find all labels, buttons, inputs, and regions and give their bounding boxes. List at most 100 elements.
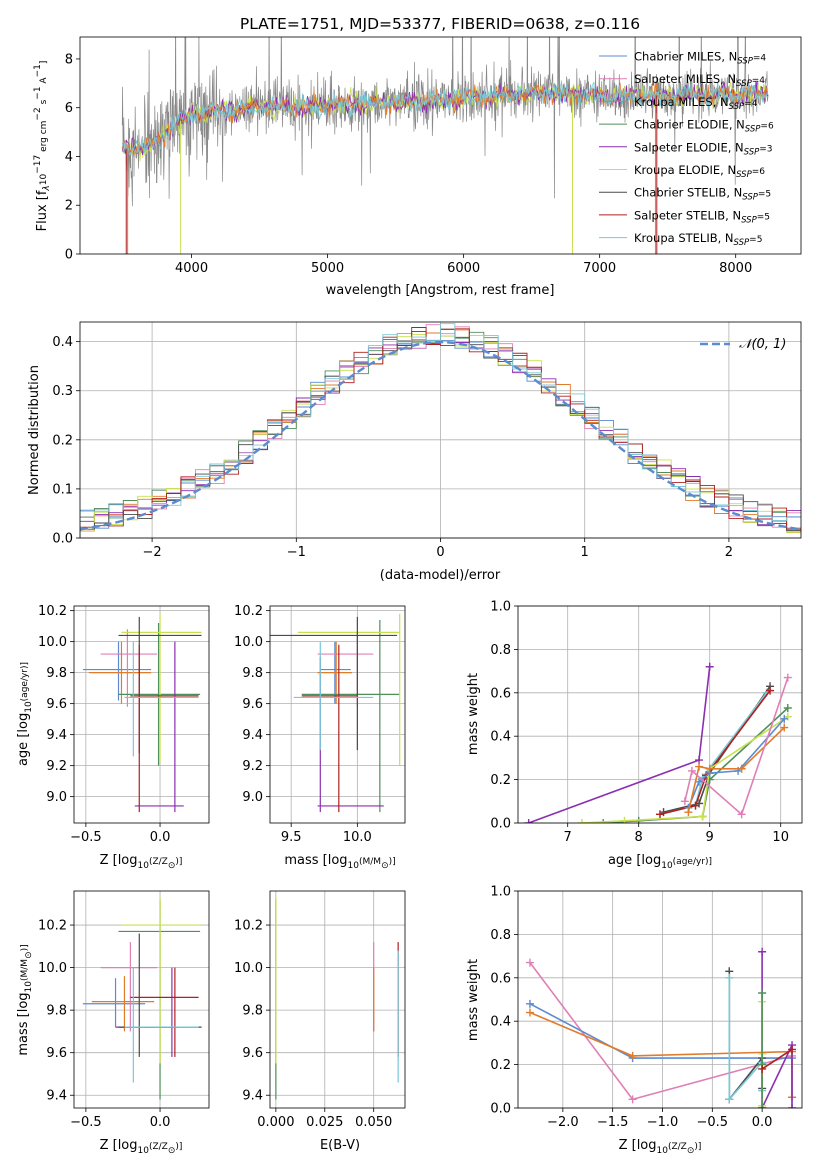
x-tick-label: −1.5 — [597, 1115, 629, 1130]
x-tick-label: 1 — [581, 545, 589, 560]
weight-marker-salpeter_miles — [687, 766, 696, 775]
label-part: SSP — [729, 102, 745, 112]
weight-marker-chabrier_elodie — [599, 819, 608, 823]
weight-marker-salpeter_elodie — [788, 1104, 797, 1108]
label-part: ] — [39, 61, 49, 65]
weight-marker-salpeter_miles — [783, 673, 792, 682]
label-part: 10 — [24, 701, 34, 713]
weight-line-salpeter_elodie — [528, 666, 711, 823]
y-tick-label: 9.8 — [242, 1004, 263, 1019]
label-part: (Z/Z — [149, 857, 168, 867]
label-part: SSP — [736, 170, 752, 180]
y-tick-label: 9.4 — [242, 1089, 263, 1104]
weight-marker-salpeter_stelib — [788, 1045, 797, 1054]
axes-frame — [517, 605, 803, 824]
y-tick-label: 10.0 — [38, 961, 67, 976]
label-part: Z [log — [100, 853, 138, 868]
y-tick-label: 9.6 — [46, 697, 67, 712]
label-part: )] — [175, 857, 182, 867]
x-tick-label: 0.0 — [150, 1115, 171, 1130]
weight-marker-kroupa_stelib — [725, 973, 734, 982]
label-part: Salpeter STELIB, N — [634, 208, 741, 222]
weight-line-kroupa_stelib — [728, 977, 763, 1102]
label-part: =5 — [758, 190, 771, 200]
label-part: Z [log — [100, 1138, 138, 1153]
y-tick-label: 4 — [65, 150, 73, 165]
label-part: Chabrier ELODIE, N — [634, 118, 745, 132]
panel-age_vs_mass: 9.5 10.0 9.0 9.2 9.4 9.6 9.8 10.0 10.2 mass [log1… — [234, 604, 406, 871]
weight-marker-salpeter_stelib — [766, 686, 775, 695]
x-tick-label: 9 — [706, 830, 714, 845]
label-part: )] — [175, 1142, 182, 1152]
x-tick-label: 8 — [635, 830, 643, 845]
axes-frame — [517, 890, 803, 1109]
legend-entry: Kroupa MILES, NSSP=4 — [634, 95, 758, 112]
panel-age_vs_Z: −0.5 0.09.09.29.49.69.810.010.2Z [log10(Z… — [16, 604, 210, 871]
x-tick-label: 9.5 — [281, 830, 302, 845]
legend-entry: Chabrier ELODIE, NSSP=6 — [634, 118, 774, 135]
weight-marker-kroupa_elodie — [698, 812, 707, 821]
weight-line-salpeter_stelib — [761, 1048, 793, 1070]
weight-line-salpeter_miles — [529, 962, 793, 1101]
label-part: =6 — [752, 167, 766, 177]
weight-marker-kroupa_stelib — [725, 1095, 734, 1104]
y-axis-label-group: mass [log10(M/M⊙)] — [16, 944, 34, 1055]
y-tick-label: 0.2 — [52, 433, 73, 448]
y-tick-label: 9.4 — [242, 728, 263, 743]
plot-area — [525, 947, 797, 1108]
label-part: Salpeter ELODIE, N — [634, 140, 744, 154]
y-tick-label: 1.0 — [490, 885, 511, 900]
y-tick-label: 8 — [65, 52, 73, 67]
label-part: Z [log — [619, 1138, 657, 1153]
legend-entry: 𝒩(0, 1) — [739, 337, 786, 352]
y-tick-label: 0.4 — [490, 1015, 511, 1030]
weight-marker-salpeter_stelib — [691, 801, 700, 810]
x-tick-label: 0.0 — [150, 830, 171, 845]
label-part: (age/yr)] — [673, 857, 712, 867]
weight-marker-salpeter_stelib — [656, 810, 664, 819]
x-tick-label: −0.5 — [697, 1115, 729, 1130]
x-axis-label: E(B-V) — [320, 1138, 360, 1153]
label-part: −1 — [33, 86, 43, 99]
label-part: (M/M — [20, 959, 30, 981]
y-tick-label: 9.4 — [46, 728, 67, 743]
weight-marker-kroupa_elodie — [620, 816, 629, 823]
x-tick-label: −0.5 — [70, 830, 102, 845]
label-part: Kroupa ELODIE, N — [634, 163, 736, 177]
legend-entry: Salpeter STELIB, NSSP=5 — [634, 208, 770, 225]
weight-line-salpeter_stelib — [659, 690, 771, 816]
axes-frame — [73, 890, 210, 1109]
y-tick-label: 10.2 — [234, 919, 263, 934]
label-part: Flux [f — [35, 190, 50, 231]
weight-marker-chabrier_elodie — [758, 1104, 767, 1108]
x-tick-label: 0.025 — [306, 1115, 343, 1130]
plot-area — [82, 613, 202, 813]
label-part: age [log — [608, 853, 661, 868]
x-tick-label: 4000 — [175, 261, 208, 276]
x-tick-label: 0.0 — [752, 1115, 773, 1130]
y-tick-label: 2 — [65, 199, 73, 214]
panel-mass_vs_Z: −0.5 0.09.49.69.810.010.2Z [log10(Z/Z⊙)]m… — [16, 890, 210, 1156]
x-tick-label: 6000 — [447, 261, 480, 276]
label-part: Kroupa MILES, N — [634, 95, 729, 109]
y-tick-label: 0.4 — [490, 730, 511, 745]
x-axis-label-group: Z [log10(Z/Z⊙)] — [100, 853, 183, 871]
weight-marker-kroupa_miles — [695, 762, 704, 771]
x-tick-label: −1.0 — [647, 1115, 679, 1130]
weight-marker-kroupa_miles — [737, 764, 746, 773]
x-tick-label: −2.0 — [547, 1115, 579, 1130]
x-axis-label-group: mass [log10(M/M⊙)] — [284, 853, 395, 871]
label-part: 10 — [138, 861, 150, 871]
label-part: s — [39, 99, 49, 107]
label-part: 10 — [661, 861, 673, 871]
x-tick-label: 2 — [725, 545, 733, 560]
label-part: Kroupa STELIB, N — [634, 231, 734, 245]
y-tick-label: 9.6 — [46, 1046, 67, 1061]
x-axis-label: Z [log10(Z/Z⊙)] — [100, 1138, 183, 1156]
y-tick-label: 9.0 — [242, 790, 263, 805]
x-tick-label: 7 — [564, 830, 572, 845]
normal-curve — [80, 341, 801, 531]
panel-weight_vs_Z: −2.0 −1.5 −1.0 −0.5 0.0 0.0 0.2 0.4 0.6 0.8 1.0 Z [… — [466, 885, 803, 1156]
